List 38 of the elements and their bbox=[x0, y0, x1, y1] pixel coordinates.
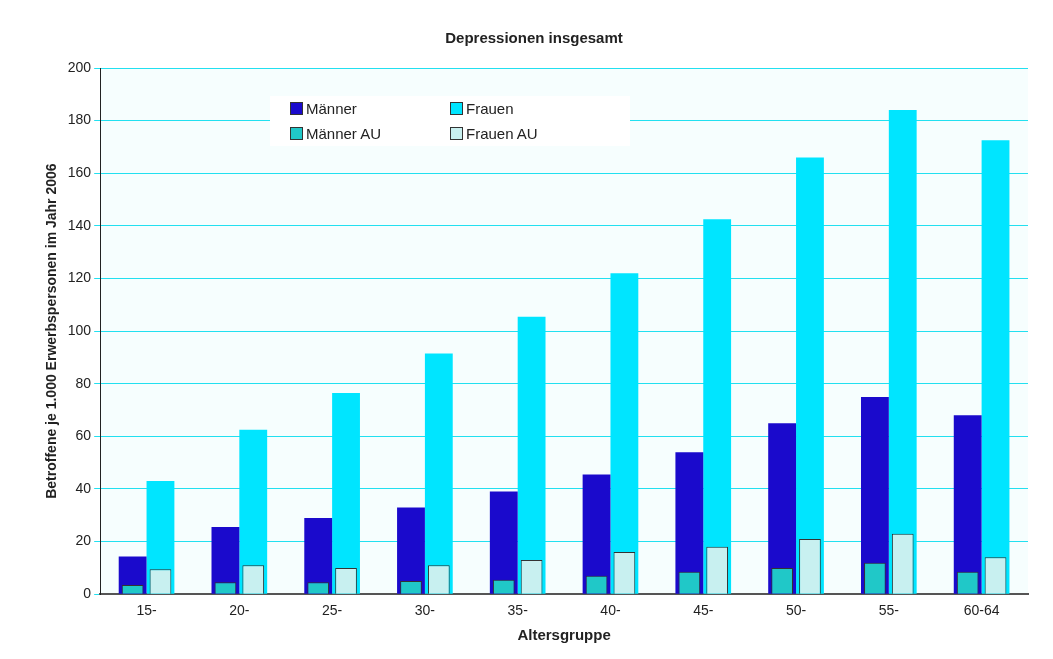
bar bbox=[703, 219, 732, 594]
y-tick-label: 60 bbox=[75, 427, 92, 444]
y-tick-label: 160 bbox=[67, 164, 92, 181]
legend-label: Männer bbox=[306, 100, 357, 117]
x-axis-title: Altersgruppe bbox=[517, 626, 611, 644]
bar bbox=[888, 110, 917, 594]
bar bbox=[517, 316, 546, 594]
x-tick-label: 30- bbox=[414, 602, 436, 619]
chart-title: Depressionen insgesamt bbox=[445, 29, 623, 47]
y-tick-label: 80 bbox=[75, 374, 92, 391]
x-tick-label: 20- bbox=[229, 602, 250, 619]
legend-label: Frauen AU bbox=[466, 125, 538, 142]
x-tick-label: 15- bbox=[136, 602, 158, 619]
legend-label: Männer AU bbox=[306, 125, 382, 142]
x-tick-label: 35- bbox=[507, 602, 529, 619]
x-tick-label: 40- bbox=[600, 602, 621, 619]
y-tick-label: 20 bbox=[75, 532, 92, 549]
y-tick-label: 180 bbox=[67, 111, 92, 128]
bar bbox=[796, 157, 824, 594]
y-tick-label: 120 bbox=[67, 269, 92, 286]
bar bbox=[981, 140, 1010, 594]
y-tick-label: 140 bbox=[67, 216, 92, 233]
y-tick-label: 0 bbox=[83, 585, 92, 602]
legend-label: Frauen bbox=[466, 100, 514, 117]
x-tick-label: 60-64 bbox=[963, 602, 1000, 619]
bar bbox=[953, 415, 982, 594]
bar bbox=[424, 353, 453, 594]
x-tick-label: 45- bbox=[693, 602, 714, 619]
x-tick-label: 25- bbox=[322, 602, 343, 619]
x-tick-label: 55- bbox=[878, 602, 900, 619]
bar bbox=[489, 491, 518, 594]
y-tick-label: 100 bbox=[67, 321, 92, 338]
bar bbox=[332, 392, 360, 594]
y-axis-title: Betroffene je 1.000 Erwerbspersonen im Jahr 2006 bbox=[43, 163, 60, 499]
y-tick-label: 200 bbox=[67, 58, 92, 75]
bar bbox=[610, 273, 639, 594]
y-tick-label: 40 bbox=[75, 479, 92, 496]
x-tick-label: 50- bbox=[785, 602, 807, 619]
